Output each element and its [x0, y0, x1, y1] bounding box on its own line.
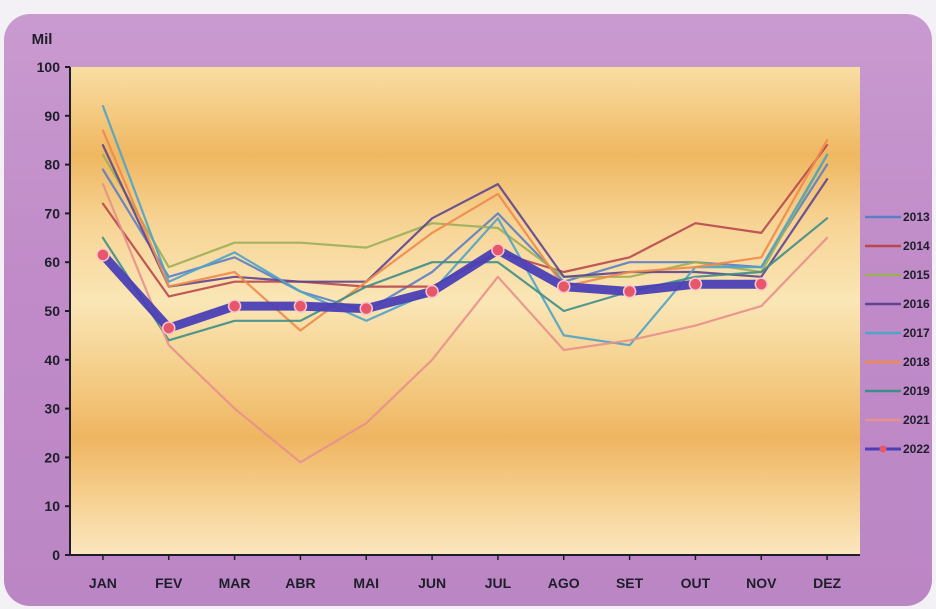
x-tick-label: SET [616, 575, 644, 591]
x-tick-label: NOV [746, 575, 777, 591]
y-unit-label: Mil [32, 31, 53, 48]
x-tick-label: JAN [89, 575, 117, 591]
x-tick-label: FEV [155, 575, 183, 591]
series-point-2022 [227, 299, 242, 313]
legend-marker-2022 [879, 445, 887, 453]
legend-label-2018: 2018 [903, 355, 930, 369]
series-point-2022 [754, 277, 768, 291]
line-chart: Mil 0 10 20 30 40 50 60 70 80 90 100 JAN FEV MAR ABR MAI… [32, 31, 930, 591]
legend-label-2015: 2015 [903, 268, 930, 282]
legend-label-2017: 2017 [903, 326, 930, 340]
series-point-2022 [491, 243, 505, 257]
y-tick-label: 60 [44, 254, 60, 270]
x-tick-label: DEZ [813, 575, 841, 591]
x-tick-label: JUL [485, 575, 512, 591]
y-tick-label: 50 [44, 303, 60, 319]
series-line-2021 [101, 183, 829, 464]
x-tick-label: MAI [353, 575, 379, 591]
y-tick-label: 90 [44, 108, 60, 124]
series-line-2015 [101, 153, 829, 278]
y-tick-label: 80 [44, 157, 60, 173]
y-tick-label: 70 [44, 205, 60, 221]
plot-area [70, 67, 860, 555]
x-tick-label: ABR [285, 575, 315, 591]
legend-label-2019: 2019 [903, 384, 930, 398]
series-line-2018 [101, 129, 829, 332]
y-tick-label: 100 [37, 59, 61, 75]
x-tick-label: MAR [219, 575, 251, 591]
legend-label-2013: 2013 [903, 210, 930, 224]
series-point-2022 [425, 284, 439, 299]
legend-label-2014: 2014 [903, 239, 930, 253]
y-tick-label: 40 [44, 352, 60, 368]
series-point-2022 [293, 299, 308, 313]
legend-label-2022: 2022 [903, 442, 930, 456]
series-point-2022 [162, 321, 176, 335]
series-line-2017 [101, 104, 829, 347]
x-tick-label: AGO [548, 575, 580, 591]
series-point-2022 [359, 301, 373, 316]
legend-label-2021: 2021 [903, 413, 930, 427]
y-tick-label: 0 [52, 547, 60, 563]
series-point-2022 [688, 277, 703, 291]
x-tick-label: JUN [418, 575, 446, 591]
legend-label-2016: 2016 [903, 297, 930, 311]
y-tick-label: 30 [44, 401, 60, 417]
series-line-2016 [101, 144, 829, 288]
x-tick-label: OUT [681, 575, 711, 591]
series-point-2022 [557, 279, 571, 294]
y-tick-label: 20 [44, 449, 60, 465]
chart-frame: Mil 0 10 20 30 40 50 60 70 80 90 100 JAN FEV MAR ABR MAI… [4, 14, 932, 606]
series-point-2022 [96, 248, 110, 262]
y-tick-label: 10 [44, 498, 60, 514]
series-point-2022 [622, 284, 637, 299]
series-line-2019 [101, 217, 829, 342]
